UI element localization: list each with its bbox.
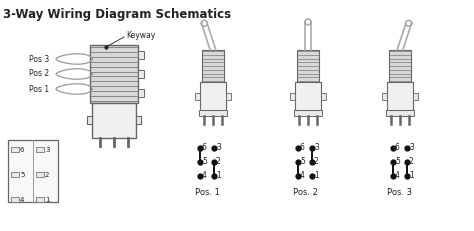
Text: Pos. 2: Pos. 2	[292, 188, 318, 197]
Text: 3: 3	[314, 143, 319, 152]
Bar	[297, 50, 319, 82]
Bar	[386, 110, 414, 116]
Bar	[8, 140, 58, 202]
Bar	[90, 45, 138, 103]
Bar	[92, 103, 136, 138]
Text: 3-Way Wiring Diagram Schematics: 3-Way Wiring Diagram Schematics	[3, 8, 231, 21]
Text: 3: 3	[409, 143, 414, 152]
Text: 2: 2	[216, 158, 221, 167]
Text: 2: 2	[409, 158, 414, 167]
Text: 2: 2	[45, 172, 49, 178]
Text: 1: 1	[409, 171, 414, 180]
Bar	[199, 110, 227, 116]
Text: 4: 4	[300, 171, 305, 180]
Text: 1: 1	[314, 171, 319, 180]
Bar	[321, 93, 326, 100]
Text: Pos 2: Pos 2	[29, 70, 49, 79]
Text: 1: 1	[216, 171, 221, 180]
Text: 5: 5	[202, 158, 207, 167]
Text: 5: 5	[395, 158, 400, 167]
Text: 6: 6	[202, 143, 207, 152]
Bar	[36, 147, 44, 152]
Text: Pos. 1: Pos. 1	[194, 188, 219, 197]
Bar	[294, 110, 322, 116]
Text: 5: 5	[20, 172, 24, 178]
Text: Pos 1: Pos 1	[29, 85, 49, 94]
Bar	[226, 93, 231, 100]
Bar	[389, 50, 411, 82]
Text: 4: 4	[395, 171, 400, 180]
Text: Keyway: Keyway	[126, 30, 155, 40]
Text: 3: 3	[45, 147, 49, 153]
Text: 6: 6	[300, 143, 305, 152]
Bar	[138, 51, 144, 59]
Text: 6: 6	[395, 143, 400, 152]
Bar	[413, 93, 418, 100]
Bar	[11, 172, 19, 177]
Text: 4: 4	[20, 197, 24, 203]
Bar	[387, 82, 413, 110]
Text: 3: 3	[216, 143, 221, 152]
Bar	[138, 70, 144, 78]
Bar	[195, 93, 200, 100]
Bar	[136, 116, 141, 124]
Text: 5: 5	[300, 158, 305, 167]
Bar	[290, 93, 295, 100]
Bar	[87, 116, 92, 124]
Bar	[138, 89, 144, 97]
Bar	[382, 93, 387, 100]
Text: 1: 1	[45, 197, 49, 203]
Text: 6: 6	[20, 147, 25, 153]
Bar	[202, 50, 224, 82]
Text: Pos. 3: Pos. 3	[388, 188, 412, 197]
Bar	[11, 197, 19, 202]
Bar	[36, 172, 44, 177]
Text: 2: 2	[314, 158, 319, 167]
Text: 4: 4	[202, 171, 207, 180]
Text: Pos 3: Pos 3	[29, 55, 49, 64]
Bar	[11, 147, 19, 152]
Bar	[295, 82, 321, 110]
Bar	[200, 82, 226, 110]
Bar	[36, 197, 44, 202]
